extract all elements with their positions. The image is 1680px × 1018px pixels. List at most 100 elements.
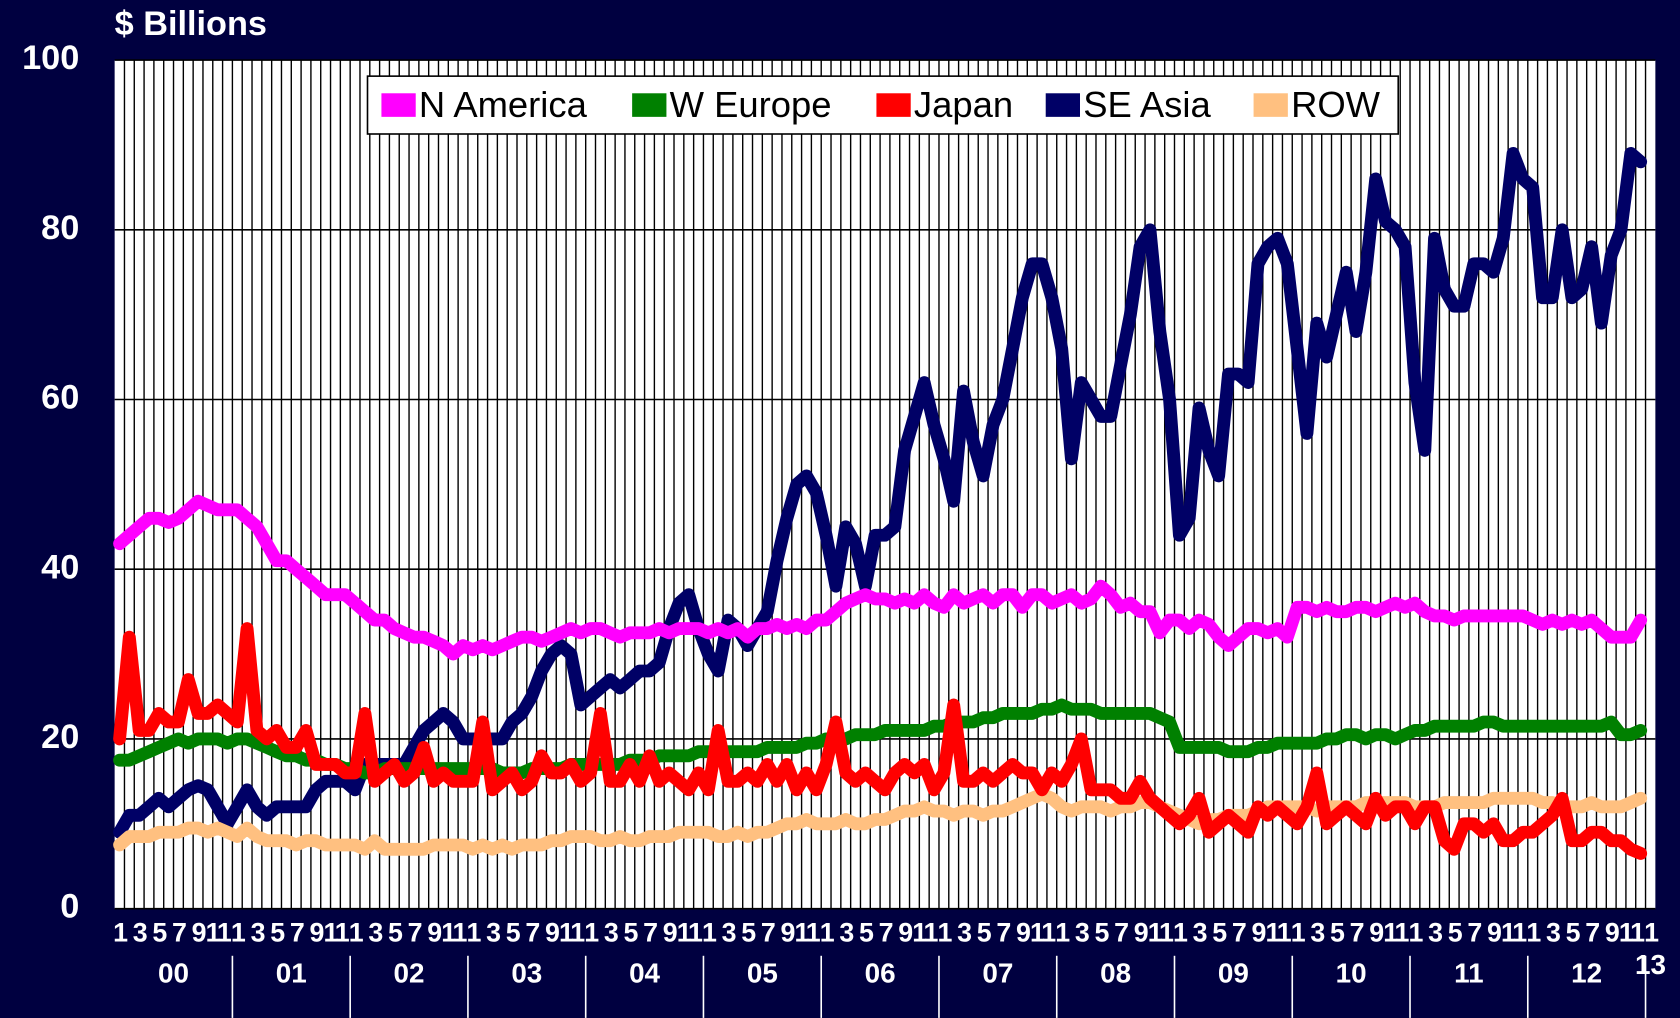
x-tick-label: 9 xyxy=(1134,917,1148,947)
x-tick-label: 1 xyxy=(1291,917,1306,947)
x-tick-label: 1 xyxy=(1173,917,1188,947)
x-tick-label: 1 xyxy=(349,917,364,947)
x-tick-label: 5 xyxy=(623,917,638,947)
x-tick-label: 3 xyxy=(251,917,265,947)
x-tick-label: 9 xyxy=(545,917,559,947)
x-tick-label: 11 xyxy=(794,917,820,947)
x-tick-label: 7 xyxy=(1467,917,1481,947)
x-tick-label: 1 xyxy=(1526,917,1541,947)
x-tick-label: 11 xyxy=(677,917,703,947)
x-tick-label: 11 xyxy=(323,917,349,947)
x-tick-label: 5 xyxy=(1095,917,1110,947)
x-tick-label: 7 xyxy=(879,917,893,947)
x-tick-label: 5 xyxy=(388,917,403,947)
series-line xyxy=(113,622,1648,860)
y-tick-label: 20 xyxy=(41,718,79,756)
x-tick-label: 1 xyxy=(1055,917,1070,947)
legend-label: ROW xyxy=(1291,84,1381,125)
x-tick-label: 9 xyxy=(780,917,794,947)
x-tick-label: 11 xyxy=(1383,917,1409,947)
series-line xyxy=(113,787,1648,856)
legend: N America W Europe Japan SE Asia ROW xyxy=(366,75,1400,135)
x-tick-label: 11 xyxy=(1030,917,1056,947)
x-tick-label: 7 xyxy=(290,917,304,947)
x-tick-label: 1 xyxy=(584,917,599,947)
x-tick-label: 3 xyxy=(1428,917,1442,947)
x-tick-label: 7 xyxy=(1350,917,1364,947)
legend-label: Japan xyxy=(914,84,1013,125)
x-tick-label: 5 xyxy=(1566,917,1581,947)
x-tick-label: 11 xyxy=(1619,917,1645,947)
legend-label: W Europe xyxy=(670,84,832,125)
x-tick-label: 5 xyxy=(1448,917,1463,947)
x-tick-label: 1 xyxy=(938,917,953,947)
x-tick-label: 7 xyxy=(643,917,657,947)
x-tick-label: 5 xyxy=(859,917,874,947)
legend-swatch xyxy=(876,93,911,117)
x-tick-label: 11 xyxy=(559,917,585,947)
x-tick-label: 11 xyxy=(1148,917,1174,947)
x-tick-label: 3 xyxy=(1193,917,1207,947)
x-tick-label: 3 xyxy=(957,917,971,947)
x-tick-label: 3 xyxy=(133,917,147,947)
x-tick-label: 3 xyxy=(604,917,618,947)
x-tick-label: 11 xyxy=(912,917,938,947)
x-tick-label: 5 xyxy=(270,917,285,947)
legend-swatch xyxy=(381,93,416,117)
y-tick-label: 40 xyxy=(41,548,79,586)
x-tick-label: 9 xyxy=(1252,917,1266,947)
y-tick-label: 0 xyxy=(60,888,79,926)
year-label: 11 xyxy=(1454,957,1483,988)
year-label: 13 xyxy=(1635,949,1666,980)
x-tick-label: 1 xyxy=(820,917,835,947)
x-tick-label: 11 xyxy=(1266,917,1292,947)
x-tick-label: 5 xyxy=(152,917,167,947)
year-label: 08 xyxy=(1100,957,1131,988)
year-label: 01 xyxy=(276,957,307,988)
x-tick-label: 5 xyxy=(741,917,756,947)
y-tick-label: 80 xyxy=(41,209,79,247)
year-label: 05 xyxy=(747,957,778,988)
year-label: 00 xyxy=(158,957,189,988)
x-tick-label: 5 xyxy=(977,917,992,947)
y-tick-label: 100 xyxy=(22,39,79,77)
x-tick-label: 9 xyxy=(309,917,323,947)
x-tick-label: 9 xyxy=(1487,917,1501,947)
x-tick-label: 11 xyxy=(1501,917,1527,947)
x-tick-label: 7 xyxy=(525,917,539,947)
x-tick-label: 9 xyxy=(663,917,677,947)
series-line xyxy=(113,494,1648,661)
x-tick-label: 5 xyxy=(506,917,521,947)
x-tick-label: 5 xyxy=(1212,917,1227,947)
x-tick-label: 9 xyxy=(1369,917,1383,947)
legend-label: N America xyxy=(419,84,588,125)
y-tick-label: 60 xyxy=(41,379,79,417)
x-tick-label: 1 xyxy=(702,917,717,947)
x-tick-label: 9 xyxy=(192,917,206,947)
x-tick-label: 1 xyxy=(466,917,481,947)
chart-title: $ Billions xyxy=(115,5,267,43)
x-tick-label: 1 xyxy=(1409,917,1424,947)
x-tick-label: 9 xyxy=(898,917,912,947)
x-tick-label: 3 xyxy=(1075,917,1089,947)
x-tick-label: 1 xyxy=(113,917,128,947)
x-tick-label: 7 xyxy=(1232,917,1246,947)
year-label: 06 xyxy=(865,957,896,988)
x-tick-label: 7 xyxy=(172,917,186,947)
year-label: 03 xyxy=(511,957,542,988)
x-tick-label: 5 xyxy=(1330,917,1345,947)
year-label: 02 xyxy=(394,957,425,988)
legend-swatch xyxy=(1045,93,1080,117)
x-tick-label: 3 xyxy=(839,917,853,947)
x-tick-label: 7 xyxy=(1585,917,1599,947)
year-label: 10 xyxy=(1336,957,1367,988)
x-tick-label: 3 xyxy=(1310,917,1324,947)
x-tick-label: 7 xyxy=(408,917,422,947)
x-tick-label: 3 xyxy=(722,917,736,947)
year-label: 12 xyxy=(1571,957,1602,988)
x-tick-label: 9 xyxy=(1605,917,1619,947)
legend-label: SE Asia xyxy=(1083,84,1211,125)
x-tick-label: 1 xyxy=(231,917,246,947)
year-label: 09 xyxy=(1218,957,1249,988)
